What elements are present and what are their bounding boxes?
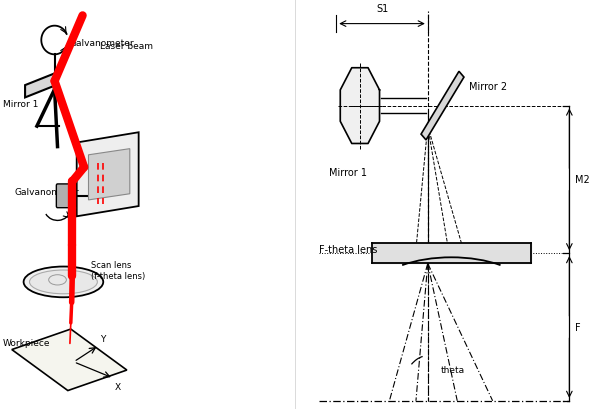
Polygon shape — [340, 69, 379, 144]
Text: Galvanometer: Galvanometer — [15, 187, 80, 196]
Text: Mirror 1: Mirror 1 — [329, 168, 367, 178]
Polygon shape — [25, 74, 56, 98]
Polygon shape — [372, 243, 531, 264]
Text: X: X — [115, 382, 121, 391]
Ellipse shape — [24, 267, 103, 298]
Polygon shape — [88, 149, 130, 200]
Text: Y: Y — [100, 335, 105, 344]
Text: F-theta lens: F-theta lens — [319, 245, 377, 254]
Text: Mirror 1: Mirror 1 — [3, 99, 38, 108]
Text: Laser beam: Laser beam — [100, 42, 153, 51]
Ellipse shape — [30, 270, 97, 294]
Text: Mirror 2: Mirror 2 — [90, 171, 125, 180]
Text: Galvanometer: Galvanometer — [70, 38, 134, 47]
Text: M2L: M2L — [575, 175, 590, 185]
FancyBboxPatch shape — [57, 184, 73, 208]
Polygon shape — [12, 329, 127, 391]
Text: Mirror 2: Mirror 2 — [469, 82, 507, 92]
Text: S1: S1 — [376, 4, 388, 14]
Text: theta: theta — [441, 365, 465, 374]
Text: F: F — [575, 322, 581, 332]
Polygon shape — [421, 72, 464, 141]
Text: Scan lens
(f-theta lens): Scan lens (f-theta lens) — [91, 261, 146, 280]
Polygon shape — [77, 133, 139, 217]
Text: Workpiece: Workpiece — [3, 339, 51, 348]
